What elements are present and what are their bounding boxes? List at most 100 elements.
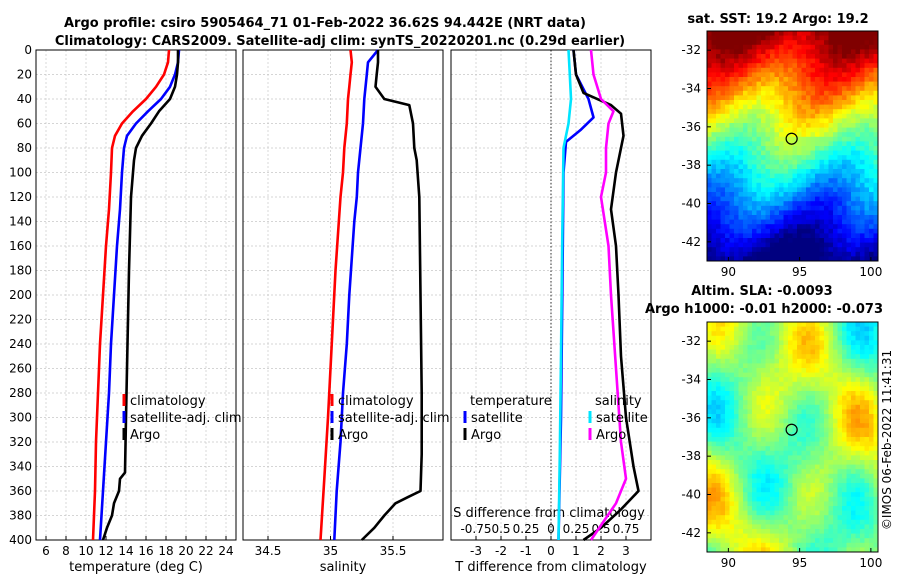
sla-cell <box>806 331 811 337</box>
sst-cell <box>860 233 865 239</box>
sla-cell <box>711 432 717 438</box>
sst-cell <box>707 210 712 216</box>
sst-cell <box>869 187 874 193</box>
sst-cell <box>729 136 735 142</box>
sst-cell <box>828 86 834 92</box>
sst-cell <box>729 205 735 211</box>
sla-cell <box>774 381 780 387</box>
sla-cell <box>765 423 771 429</box>
sla-cell <box>774 358 780 364</box>
sla-cell <box>752 368 757 373</box>
sst-cell <box>756 40 762 46</box>
sst-cell <box>734 40 739 46</box>
sla-cell <box>716 349 721 355</box>
sla-cell <box>833 529 838 534</box>
x-axis-label: T difference from climatology <box>454 560 647 575</box>
sst-cell <box>743 251 748 257</box>
sst-cell <box>725 233 730 239</box>
sla-cell <box>819 519 825 525</box>
sst-cell <box>815 58 820 64</box>
salinity-legend: climatology satellite-adj. clim Argo <box>330 394 450 443</box>
sst-cell <box>833 219 838 225</box>
sla-cell <box>765 395 771 401</box>
sst-cell <box>873 205 879 211</box>
sla-cell <box>752 533 757 539</box>
sst-cell <box>801 104 807 110</box>
sla-cell <box>765 391 771 396</box>
sst-cell <box>806 155 811 161</box>
sst-cell <box>855 251 861 257</box>
sst-cell <box>855 210 861 216</box>
sla-cell <box>860 510 865 516</box>
sst-cell <box>765 67 771 73</box>
sla-cell <box>725 473 730 479</box>
sst-cell <box>734 173 739 179</box>
sst-cell <box>801 31 807 36</box>
sst-cell <box>725 187 730 193</box>
sst-cell <box>729 233 735 239</box>
sla-cell <box>743 363 748 369</box>
sla-cell <box>851 423 856 429</box>
sst-cell <box>828 242 834 248</box>
sst-cell <box>734 77 739 82</box>
sla-cell <box>828 441 834 447</box>
sla-cell <box>873 450 879 456</box>
sla-cell <box>855 354 861 360</box>
sst-cell <box>761 247 766 253</box>
sst-cell <box>792 224 798 230</box>
sla-cell <box>752 506 757 511</box>
sst-cell <box>846 54 852 59</box>
sst-cell <box>729 123 735 128</box>
sla-cell <box>711 519 717 525</box>
sla-cell <box>747 483 753 488</box>
sla-cell <box>801 400 807 406</box>
sla-cell <box>743 492 748 498</box>
sst-cell <box>837 159 843 165</box>
sla-cell <box>864 377 870 383</box>
sla-cell <box>842 395 847 401</box>
sla-cell <box>864 483 870 488</box>
map-x-tick-label: 90 <box>721 265 736 279</box>
sst-cell <box>810 215 816 220</box>
sst-cell <box>711 118 717 124</box>
sla-cell <box>720 487 726 493</box>
sst-cell <box>716 215 721 220</box>
sst-cell <box>873 113 879 119</box>
sst-cell <box>801 187 807 193</box>
sst-cell <box>743 173 748 179</box>
sla-cell <box>779 460 784 465</box>
sst-cell <box>788 127 793 133</box>
sst-cell <box>761 127 766 133</box>
sla-cell <box>779 524 784 530</box>
sla-cell <box>806 529 811 534</box>
sst-cell <box>801 256 807 262</box>
sla-cell <box>734 473 739 479</box>
sst-cell <box>783 173 789 179</box>
sst-cell <box>810 247 816 253</box>
sst-cell <box>788 49 793 55</box>
sla-cell <box>864 335 870 341</box>
sla-cell <box>725 326 730 332</box>
sla-cell <box>765 473 771 479</box>
sla-cell <box>734 400 739 406</box>
top-tick-label: 0.5 <box>491 522 510 536</box>
sst-cell <box>783 95 789 101</box>
sst-cell <box>815 35 820 41</box>
sst-cell <box>783 215 789 220</box>
sla-cell <box>720 418 726 424</box>
sla-cell <box>842 487 847 493</box>
sla-cell <box>765 547 771 553</box>
sla-cell <box>765 515 771 521</box>
sst-cell <box>770 251 775 257</box>
sla-cell <box>720 363 726 369</box>
sst-cell <box>720 86 726 92</box>
sla-cell <box>828 478 834 484</box>
sst-cell <box>837 58 843 64</box>
sst-cell <box>716 54 721 59</box>
sla-cell <box>725 368 730 373</box>
sla-cell <box>725 335 730 341</box>
sla-cell <box>779 510 784 516</box>
sla-cell <box>720 427 726 433</box>
y-tick-label: 280 <box>9 386 32 400</box>
sla-cell <box>864 432 870 438</box>
